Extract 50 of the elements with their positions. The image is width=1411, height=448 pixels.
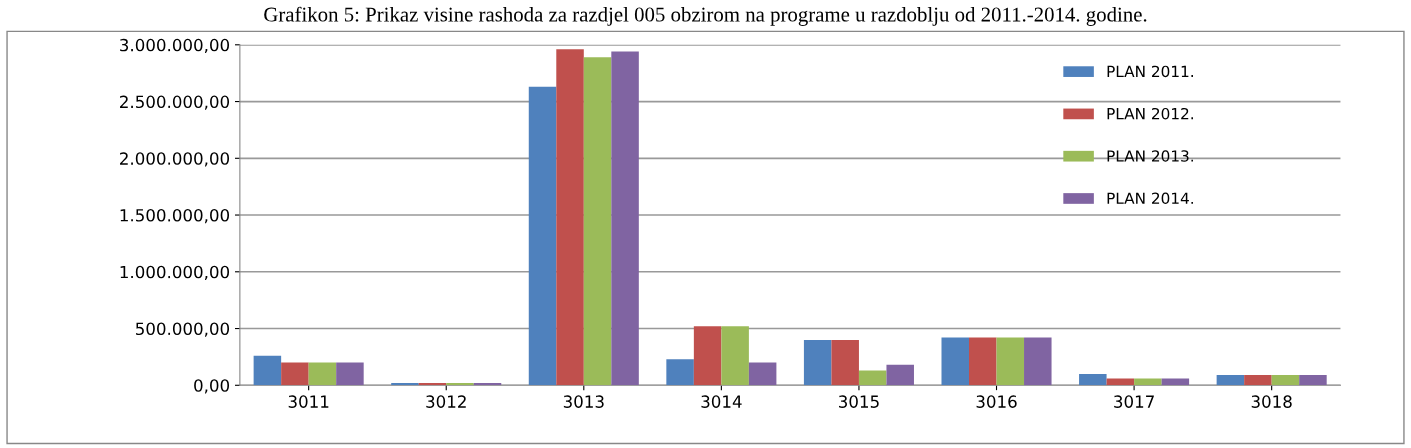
y-tick-label: 0,00	[194, 379, 230, 394]
legend-label: PLAN 2013.	[1107, 150, 1193, 162]
bar	[611, 51, 639, 386]
bar	[528, 86, 557, 386]
x-tick-label: 3016	[976, 395, 1017, 408]
y-tick-label: 2.000.000,00	[120, 152, 230, 167]
x-tick-label: 3011	[288, 395, 329, 408]
x-tick-label: 3017	[1114, 395, 1154, 408]
bar	[1299, 375, 1327, 386]
y-tick-label: 1.000.000,00	[120, 265, 230, 281]
bar	[721, 326, 749, 386]
x-tick-label: 3014	[701, 395, 742, 408]
bar	[308, 362, 337, 386]
bar	[996, 337, 1025, 386]
bar	[556, 49, 584, 386]
bar	[831, 339, 859, 386]
x-tick-label: 3018	[1251, 395, 1292, 408]
chart-title: Grafikon 5: Prikaz visine rashoda za razdjel 005 obzirom na programe u razdoblju od 2011.-2014. godine.	[264, 6, 1147, 26]
bar	[1244, 375, 1272, 386]
legend-label: PLAN 2011.	[1107, 65, 1193, 78]
bar	[693, 326, 722, 386]
bar	[1079, 373, 1107, 386]
bar	[281, 362, 309, 386]
bar	[969, 337, 997, 386]
bar	[941, 337, 969, 386]
bar	[1134, 378, 1162, 386]
legend-label: PLAN 2012.	[1107, 107, 1193, 120]
bar	[253, 355, 282, 386]
bar	[336, 362, 364, 386]
y-tick-label: 1.500.000,00	[120, 209, 230, 224]
bar	[1271, 375, 1300, 386]
bar	[391, 383, 419, 386]
bar	[583, 57, 612, 386]
y-tick-label: 500.000,00	[136, 322, 230, 337]
y-tick-label: 2.500.000,00	[120, 95, 230, 110]
bar	[748, 362, 777, 386]
bar	[446, 383, 474, 386]
bar	[858, 370, 887, 386]
bar	[886, 364, 914, 386]
x-tick-label: 3013	[563, 395, 604, 408]
legend-label: PLAN 2014.	[1107, 192, 1193, 205]
y-tick-label: 3.000.000,00	[120, 38, 230, 54]
x-tick-label: 3012	[426, 395, 466, 408]
bar	[1106, 378, 1135, 386]
bar	[1216, 375, 1245, 386]
bar	[803, 339, 832, 386]
bar	[666, 359, 694, 386]
bar	[1161, 378, 1190, 386]
bar	[1024, 337, 1052, 386]
x-tick-label: 3015	[839, 395, 879, 408]
